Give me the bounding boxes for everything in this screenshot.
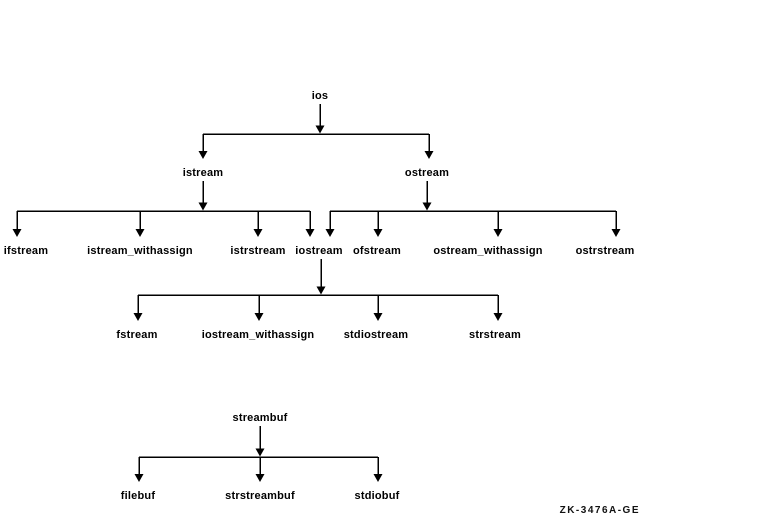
arrowhead-icon-stdiobuf (373, 474, 383, 482)
arrowhead-icon-istream_withassign (135, 229, 145, 237)
edges-from-streambuf (134, 426, 383, 482)
edges-from-iostream (133, 259, 503, 321)
class-node-fstream: fstream (116, 329, 158, 341)
arrowhead-icon-istream (198, 151, 208, 159)
class-node-istrstream: istrstream (230, 245, 286, 257)
parent-arrowhead-icon (422, 202, 432, 211)
class-node-ios: ios (311, 90, 329, 102)
arrowhead-icon-ostream_withassign (493, 229, 503, 237)
parent-arrowhead-icon (255, 448, 265, 457)
class-node-istream: istream (182, 167, 224, 179)
class-node-ofstream: ofstream (352, 245, 402, 257)
class-node-streambuf: streambuf (232, 412, 288, 424)
class-node-filebuf: filebuf (120, 490, 156, 502)
class-node-ifstream: ifstream (3, 245, 49, 257)
arrowhead-icon-iostream (325, 229, 335, 237)
arrowhead-icon-istrstream (253, 229, 263, 237)
arrowhead-icon-strstream (493, 313, 503, 321)
arrowhead-icon-iostream (305, 229, 315, 237)
class-node-strstreambuf: strstreambuf (225, 490, 295, 502)
class-node-stdiostream: stdiostream (343, 329, 409, 341)
class-node-ostream_withassign: ostream_withassign (433, 245, 543, 257)
edges-from-istream (12, 181, 315, 237)
class-node-iostream: iostream (295, 245, 343, 257)
arrowhead-icon-strstreambuf (255, 474, 265, 482)
class-node-stdiobuf: stdiobuf (354, 490, 400, 502)
arrowhead-icon-ifstream (12, 229, 22, 237)
arrowhead-icon-fstream (133, 313, 143, 321)
class-node-ostrstream: ostrstream (575, 245, 635, 257)
figure-number: ZK-3476A-GE (559, 505, 640, 516)
edges-from-ios (198, 104, 434, 159)
class-node-strstream: strstream (469, 329, 521, 341)
arrowhead-icon-ofstream (373, 229, 383, 237)
parent-arrowhead-icon (315, 125, 325, 134)
class-node-istream_withassign: istream_withassign (87, 245, 193, 257)
arrowhead-icon-ostrstream (611, 229, 621, 237)
arrowhead-icon-iostream_withassign (254, 313, 264, 321)
class-node-ostream: ostream (404, 167, 450, 179)
edges-from-ostream (325, 181, 621, 237)
arrowhead-icon-filebuf (134, 474, 144, 482)
parent-arrowhead-icon (198, 202, 208, 211)
class-node-iostream_withassign: iostream_withassign (201, 329, 315, 341)
parent-arrowhead-icon (316, 286, 326, 295)
arrowhead-icon-ostream (424, 151, 434, 159)
arrowhead-icon-stdiostream (373, 313, 383, 321)
